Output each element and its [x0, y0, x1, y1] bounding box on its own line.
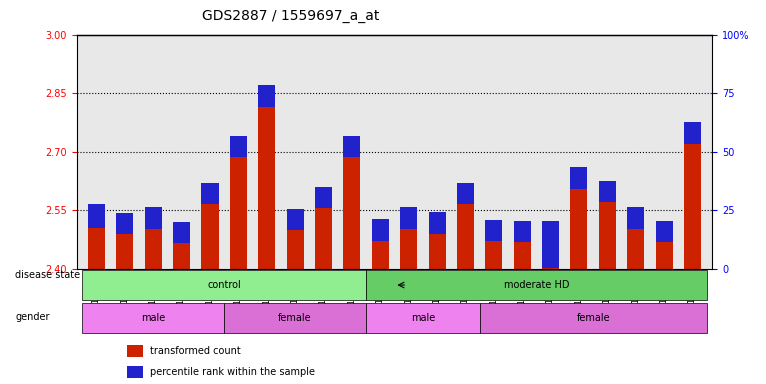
Text: control: control [208, 280, 241, 290]
Bar [684, 144, 701, 269]
Text: transformed count: transformed count [149, 346, 241, 356]
Text: moderate HD: moderate HD [504, 280, 569, 290]
Bar [315, 208, 332, 269]
Bar [343, 136, 361, 157]
Bar [315, 187, 332, 208]
Bar [542, 221, 559, 268]
Bar [457, 204, 474, 269]
Bar [116, 234, 133, 269]
Bar [400, 229, 417, 269]
Bar [486, 241, 502, 269]
Bar [127, 345, 143, 358]
Bar [201, 183, 218, 204]
FancyBboxPatch shape [366, 303, 480, 333]
Bar [286, 209, 303, 230]
Text: gender: gender [15, 312, 50, 322]
Bar [428, 212, 446, 233]
Bar [400, 207, 417, 229]
Text: percentile rank within the sample: percentile rank within the sample [149, 367, 315, 377]
Bar [88, 204, 105, 228]
FancyBboxPatch shape [366, 270, 707, 300]
Bar [145, 229, 162, 269]
Bar [258, 85, 275, 107]
Bar [201, 204, 218, 269]
Bar [286, 230, 303, 269]
Bar [343, 157, 361, 269]
Text: GDS2887 / 1559697_a_at: GDS2887 / 1559697_a_at [202, 9, 380, 23]
Text: disease state: disease state [15, 270, 80, 280]
Bar [514, 221, 531, 242]
Bar [127, 366, 143, 378]
Bar [145, 207, 162, 229]
Bar [173, 222, 190, 243]
FancyBboxPatch shape [224, 303, 366, 333]
FancyBboxPatch shape [82, 270, 366, 300]
Bar [627, 229, 644, 269]
Bar [656, 221, 673, 242]
Bar [428, 233, 446, 269]
Bar [372, 219, 389, 240]
Text: female: female [576, 313, 610, 323]
Bar [173, 243, 190, 269]
Bar [571, 189, 588, 269]
Bar [656, 242, 673, 269]
Text: male: male [411, 313, 435, 323]
Bar [571, 167, 588, 189]
Bar [258, 107, 275, 269]
Bar [599, 181, 616, 202]
Text: female: female [278, 313, 312, 323]
Bar [116, 213, 133, 234]
Bar [372, 240, 389, 269]
Bar [88, 228, 105, 269]
FancyBboxPatch shape [82, 303, 224, 333]
Bar [599, 202, 616, 269]
Bar [542, 268, 559, 269]
Bar [230, 136, 247, 157]
Text: male: male [141, 313, 165, 323]
Bar [457, 183, 474, 204]
Bar [230, 157, 247, 269]
Bar [627, 207, 644, 229]
Bar [486, 220, 502, 241]
FancyBboxPatch shape [480, 303, 707, 333]
Bar [514, 242, 531, 269]
Bar [684, 122, 701, 144]
